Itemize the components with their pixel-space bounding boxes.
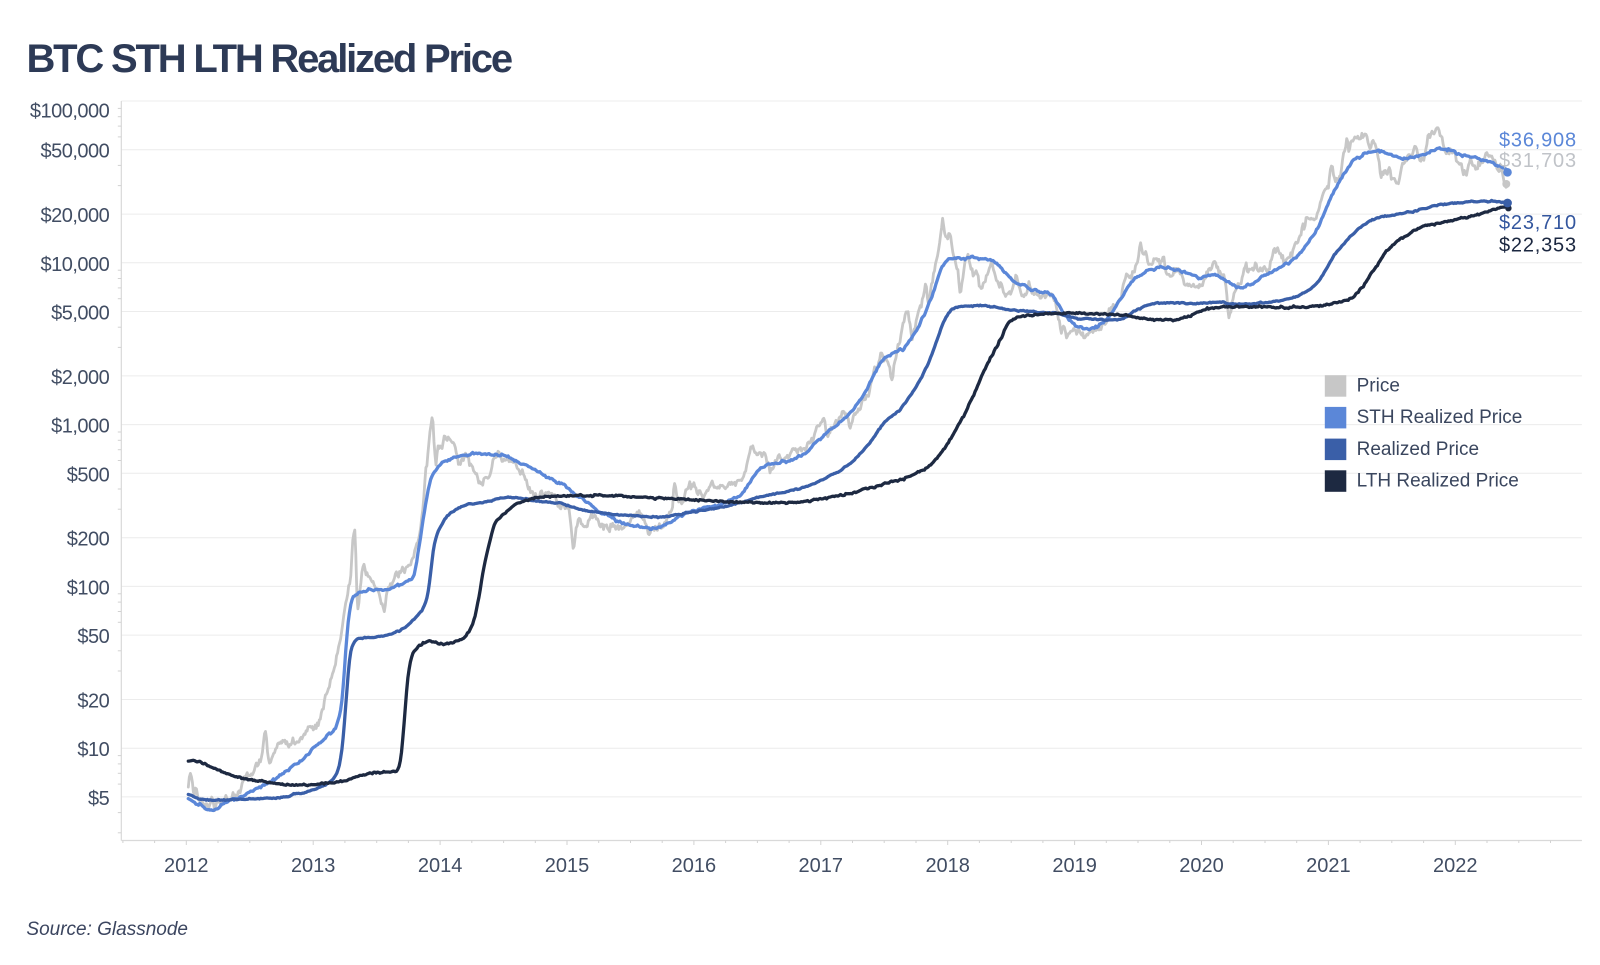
svg-text:2014: 2014 bbox=[418, 855, 463, 877]
svg-text:$10,000: $10,000 bbox=[41, 254, 110, 276]
svg-text:2013: 2013 bbox=[291, 855, 336, 877]
svg-text:$22,353: $22,353 bbox=[1499, 235, 1577, 257]
svg-text:$5: $5 bbox=[88, 788, 110, 810]
svg-text:$100,000: $100,000 bbox=[30, 101, 110, 123]
svg-text:$100: $100 bbox=[67, 577, 110, 599]
svg-text:$500: $500 bbox=[67, 464, 110, 486]
svg-text:2015: 2015 bbox=[545, 855, 590, 877]
svg-text:BTC STH LTH Realized Price: BTC STH LTH Realized Price bbox=[27, 37, 512, 81]
svg-text:2019: 2019 bbox=[1052, 855, 1097, 877]
svg-text:Price: Price bbox=[1357, 375, 1400, 396]
svg-text:2021: 2021 bbox=[1306, 855, 1351, 877]
svg-text:$36,908: $36,908 bbox=[1499, 130, 1577, 152]
svg-text:$10: $10 bbox=[77, 739, 109, 761]
svg-text:$20: $20 bbox=[77, 691, 109, 713]
svg-text:Source: Glassnode: Source: Glassnode bbox=[26, 919, 188, 940]
svg-text:$23,710: $23,710 bbox=[1499, 212, 1577, 234]
svg-text:2020: 2020 bbox=[1179, 855, 1224, 877]
svg-text:2017: 2017 bbox=[799, 855, 844, 877]
svg-text:$20,000: $20,000 bbox=[41, 205, 110, 227]
svg-text:$1,000: $1,000 bbox=[51, 416, 110, 438]
svg-text:$200: $200 bbox=[67, 529, 110, 551]
svg-text:2022: 2022 bbox=[1433, 855, 1478, 877]
svg-text:LTH Realized Price: LTH Realized Price bbox=[1357, 471, 1519, 492]
svg-text:2016: 2016 bbox=[672, 855, 717, 877]
svg-text:$50: $50 bbox=[77, 626, 109, 648]
svg-text:$31,703: $31,703 bbox=[1499, 150, 1577, 172]
svg-text:$2,000: $2,000 bbox=[51, 367, 110, 389]
svg-text:Realized Price: Realized Price bbox=[1357, 439, 1480, 460]
svg-text:2018: 2018 bbox=[925, 855, 970, 877]
svg-text:$5,000: $5,000 bbox=[51, 303, 110, 325]
svg-text:STH Realized Price: STH Realized Price bbox=[1357, 407, 1523, 428]
svg-text:$50,000: $50,000 bbox=[41, 141, 110, 163]
svg-text:2012: 2012 bbox=[164, 855, 209, 877]
